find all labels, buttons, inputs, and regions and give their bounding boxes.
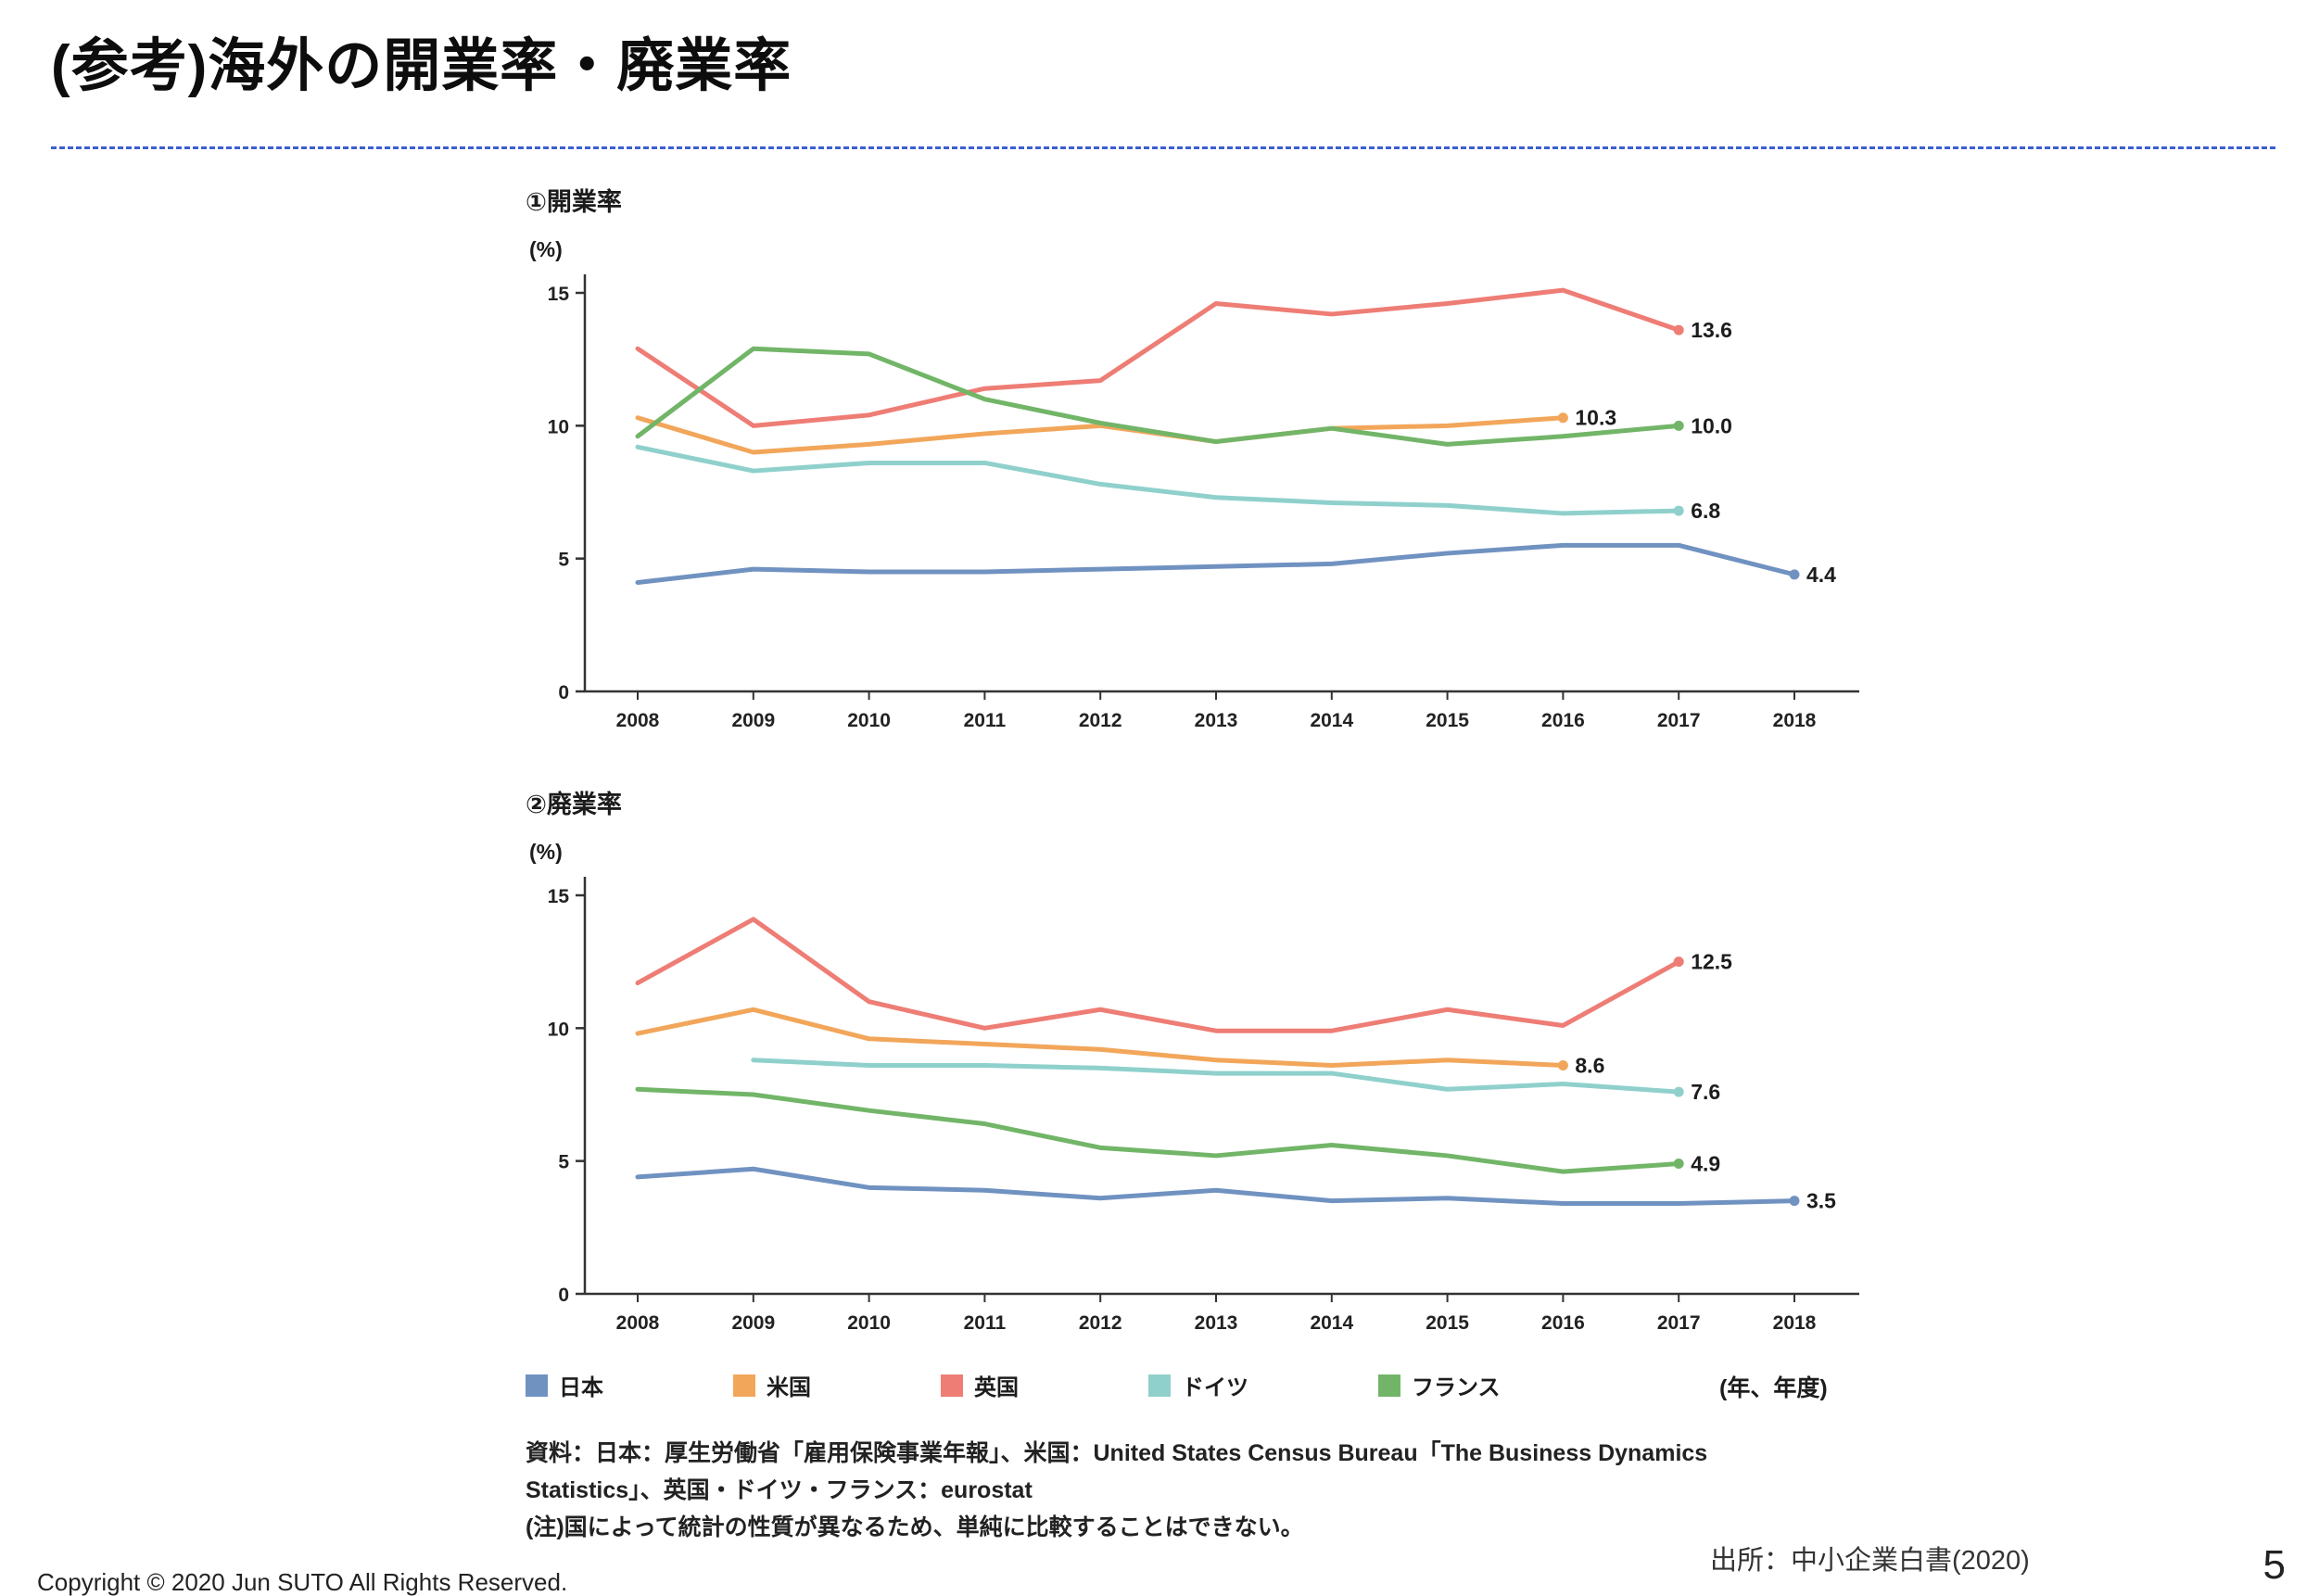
footnote-line: 資料：日本：厚生労働省「雇用保険事業年報」、米国：United States C…: [526, 1440, 1708, 1466]
series-line: [751, 1058, 1681, 1095]
exit-rate-chart: 0 5 10 15 2008 2009 2010 2011 2012 2013 2014 2015 20…: [526, 784, 2009, 1359]
x-tick-label: 2008: [616, 1312, 660, 1334]
y-tick-label: 15: [548, 886, 570, 907]
copyright-text: Copyright © 2020 Jun SUTO All Rights Res…: [37, 1568, 568, 1596]
x-tick-label: 2015: [1426, 1312, 1469, 1334]
series-end-label: 3.5: [1806, 1189, 1836, 1213]
series-end-label: 10.0: [1691, 413, 1732, 437]
series-end-label: 8.6: [1575, 1053, 1604, 1077]
y-tick-label: 0: [558, 1285, 569, 1306]
series-end-label: 6.8: [1691, 499, 1720, 523]
x-tick-label: 2011: [964, 1312, 1007, 1334]
series-end-dot: [1557, 412, 1568, 424]
x-tick-label: 2018: [1773, 710, 1817, 731]
x-tick-label: 2009: [731, 1312, 775, 1334]
x-tick-label: 2017: [1657, 1312, 1701, 1334]
x-tick-label: 2012: [1079, 710, 1122, 731]
x-tick-label: 2016: [1541, 1312, 1585, 1334]
legend-item: 英国: [941, 1369, 1019, 1401]
series-end-dot: [1673, 420, 1684, 431]
series-line: [635, 917, 1681, 1033]
x-tick-label: 2017: [1657, 710, 1701, 731]
x-tick-label: 2014: [1310, 710, 1353, 731]
series-end-dot: [1673, 1159, 1684, 1170]
entry-rate-chart-canvas: 0 5 10 15 2008 2009 2010 2011 2012 2013 2014 2015 20…: [526, 182, 2009, 756]
x-tick-label: 2012: [1079, 1312, 1122, 1334]
legend-label: 日本: [559, 1375, 603, 1400]
x-tick-label: 2013: [1195, 710, 1238, 731]
chart-legend: 日本 米国 英国 ドイツ フランス: [526, 1369, 1501, 1401]
legend-label: ドイツ: [1182, 1375, 1248, 1400]
series-line: [635, 287, 1681, 428]
y-tick-label: 5: [558, 550, 569, 571]
x-tick-label: 2013: [1195, 1312, 1238, 1334]
y-tick-label: 10: [548, 1019, 569, 1040]
series-end-label: 4.4: [1806, 563, 1836, 587]
series-end-dot: [1673, 505, 1684, 516]
footnotes: 資料：日本：厚生労働省「雇用保険事業年報」、米国：United States C…: [526, 1435, 1786, 1546]
y-tick-label: 0: [558, 682, 569, 703]
page-title: (参考)海外の開業率・廃業率: [51, 34, 792, 98]
legend-label: 米国: [767, 1375, 811, 1400]
legend-label: 英国: [974, 1375, 1019, 1400]
legend-swatch: [526, 1374, 548, 1397]
y-tick-label: 10: [548, 416, 569, 437]
series-line: [635, 1007, 1565, 1068]
series-line: [635, 415, 1565, 455]
chart-svg: 0 5 10 15 2008 2009 2010 2011 2012 2013 2014 2015 20…: [548, 274, 1859, 731]
entry-rate-chart-title: ①開業率: [526, 188, 622, 216]
series-end-dot: [1789, 569, 1800, 580]
title-divider: [51, 146, 2275, 149]
x-tick-label: 2015: [1426, 710, 1469, 731]
legend-item: 日本: [526, 1369, 603, 1401]
exit-rate-chart-canvas: 0 5 10 15 2008 2009 2010 2011 2012 2013 2014 2015 20…: [526, 784, 2009, 1359]
entry-rate-y-axis-unit: (%): [529, 237, 563, 261]
series-line: [635, 1166, 1797, 1207]
series-end-dot: [1673, 956, 1684, 968]
exit-rate-y-axis-unit: (%): [529, 840, 563, 864]
series-line: [635, 1086, 1681, 1174]
legend-swatch: [1148, 1374, 1171, 1397]
x-tick-label: 2010: [847, 1312, 891, 1334]
y-tick-label: 5: [558, 1152, 569, 1173]
y-tick-label: 15: [548, 284, 570, 305]
chart-svg: 0 5 10 15 2008 2009 2010 2011 2012 2013 2014 2015 20…: [548, 877, 1859, 1334]
legend-swatch: [941, 1374, 963, 1397]
series-end-dot: [1789, 1196, 1800, 1207]
x-tick-label: 2011: [964, 710, 1007, 731]
series-line: [635, 346, 1681, 447]
legend-item: フランス: [1378, 1369, 1501, 1401]
x-tick-label: 2010: [847, 710, 891, 731]
legend-item: ドイツ: [1148, 1369, 1248, 1401]
series-end-dot: [1557, 1059, 1568, 1070]
series-end-dot: [1673, 324, 1684, 336]
legend-swatch: [1378, 1374, 1400, 1397]
x-tick-label: 2009: [731, 710, 775, 731]
series-end-label: 12.5: [1691, 950, 1732, 974]
legend-swatch: [733, 1374, 755, 1397]
x-tick-label: 2016: [1541, 710, 1585, 731]
series-end-dot: [1673, 1086, 1684, 1097]
x-tick-label: 2014: [1310, 1312, 1353, 1334]
source-citation: 出所：中小企業白書(2020): [1710, 1546, 2030, 1576]
entry-rate-chart: 0 5 10 15 2008 2009 2010 2011 2012 2013 2014 2015 20…: [526, 182, 2009, 756]
legend-item: 米国: [733, 1369, 811, 1401]
series-end-label: 4.9: [1691, 1152, 1720, 1176]
footnote-line: Statistics」、英国・ドイツ・フランス：eurostat: [526, 1477, 1033, 1503]
x-tick-label: 2018: [1773, 1312, 1817, 1334]
footnote-line: (注)国によって統計の性質が異なるため、単純に比較することはできない。: [526, 1514, 1304, 1540]
exit-rate-chart-title: ②廃業率: [526, 791, 622, 818]
legend-label: フランス: [1412, 1375, 1501, 1400]
x-tick-label: 2008: [616, 710, 660, 731]
page-number: 5: [2262, 1542, 2286, 1588]
series-line: [635, 444, 1681, 516]
series-end-label: 7.6: [1691, 1080, 1720, 1104]
series-end-label: 13.6: [1691, 318, 1732, 342]
series-end-label: 10.3: [1575, 406, 1616, 430]
x-axis-unit-note: (年、年度): [1719, 1375, 1828, 1401]
series-line: [635, 542, 1797, 585]
